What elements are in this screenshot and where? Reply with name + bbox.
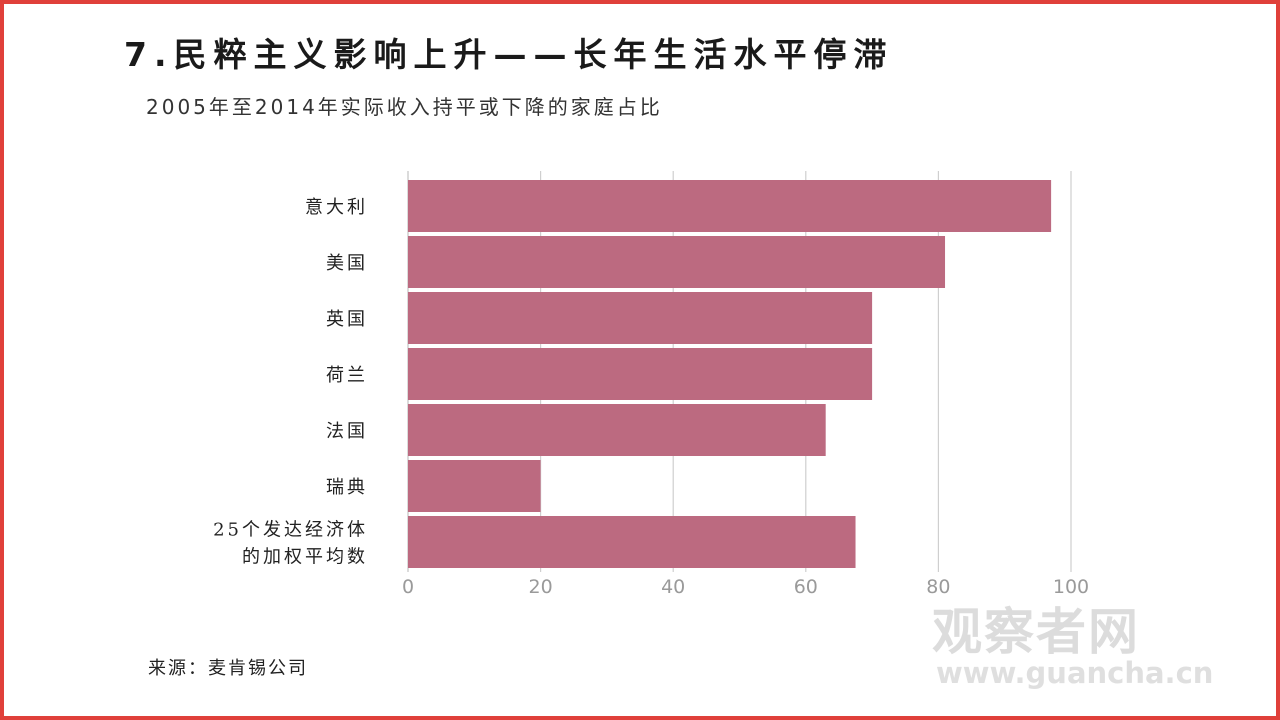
category-label: 25个发达经济体 bbox=[213, 520, 368, 541]
watermark-name: 观察者网 bbox=[932, 603, 1140, 661]
x-tick-label: 80 bbox=[926, 576, 950, 598]
category-label: 瑞典 bbox=[326, 477, 368, 498]
bar bbox=[408, 348, 873, 400]
source-note: 来源：麦肯锡公司 bbox=[148, 658, 308, 679]
category-label: 法国 bbox=[326, 421, 368, 442]
bar bbox=[408, 460, 541, 512]
bar bbox=[408, 236, 946, 288]
x-tick-label: 20 bbox=[529, 576, 553, 598]
x-tick-label: 0 bbox=[402, 576, 414, 598]
x-tick-label: 60 bbox=[794, 576, 818, 598]
watermark-url: www.guancha.cn bbox=[936, 656, 1214, 690]
bar bbox=[408, 404, 826, 456]
category-label: 英国 bbox=[326, 309, 368, 330]
bar bbox=[408, 292, 873, 344]
x-tick-label: 40 bbox=[661, 576, 685, 598]
chart-title: 7.民粹主义影响上升——长年生活水平停滞 bbox=[124, 35, 894, 74]
category-label: 的加权平均数 bbox=[242, 547, 368, 568]
category-label: 意大利 bbox=[305, 197, 368, 218]
category-label: 美国 bbox=[326, 253, 368, 274]
bar bbox=[408, 180, 1052, 232]
bar bbox=[408, 516, 856, 568]
category-label: 荷兰 bbox=[326, 365, 368, 386]
chart-subtitle: 2005年至2014年实际收入持平或下降的家庭占比 bbox=[146, 95, 663, 119]
x-tick-label: 100 bbox=[1053, 576, 1089, 598]
